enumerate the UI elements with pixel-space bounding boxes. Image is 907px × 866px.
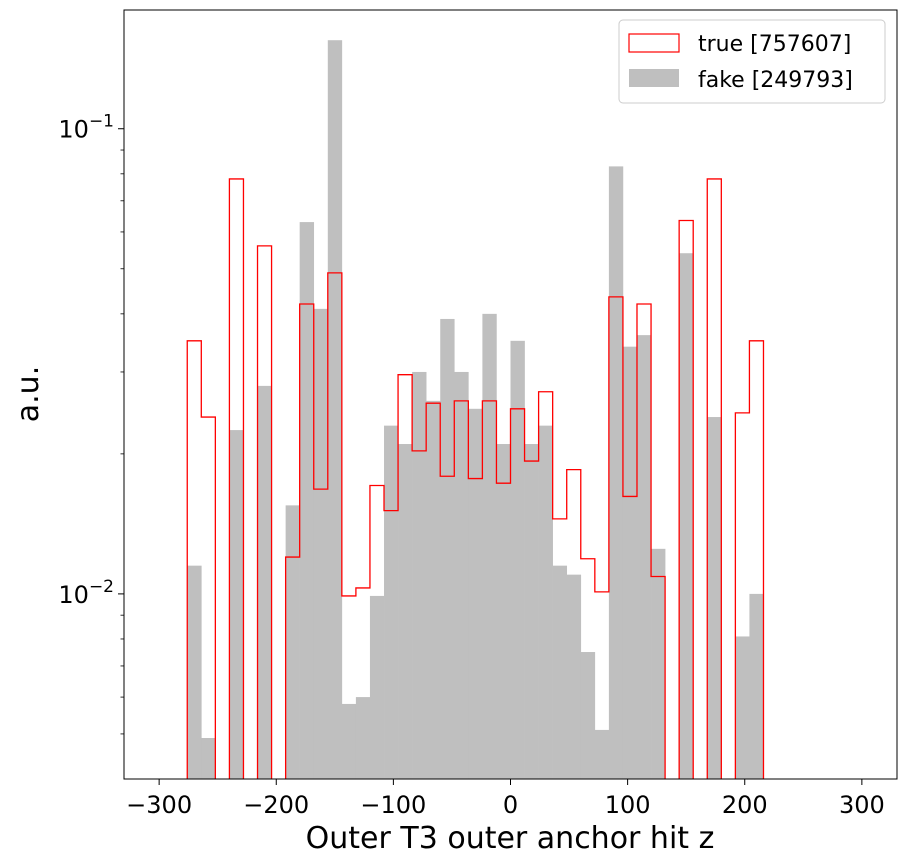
fake-bar bbox=[398, 444, 413, 779]
x-tick-label: 0 bbox=[503, 791, 518, 819]
true-step-segment bbox=[678, 219, 694, 779]
legend: true [757607] fake [249793] bbox=[618, 19, 886, 104]
fake-bar bbox=[468, 408, 483, 779]
fake-bar bbox=[496, 444, 511, 779]
x-axis-label: Outer T3 outer anchor hit z bbox=[306, 821, 715, 856]
x-tick-label: 100 bbox=[605, 791, 651, 819]
fake-bar bbox=[341, 703, 357, 779]
x-tick-label: 300 bbox=[839, 791, 885, 819]
fake-bar bbox=[651, 548, 666, 779]
fake-bar bbox=[412, 371, 427, 779]
true-step-segment bbox=[706, 178, 722, 779]
legend-true-swatch bbox=[628, 33, 680, 53]
fake-bar bbox=[229, 430, 244, 779]
fake-bar bbox=[538, 425, 553, 779]
fake-bar bbox=[510, 340, 525, 779]
fake-bar bbox=[454, 371, 469, 779]
legend-true-label: true [757607] bbox=[698, 32, 851, 57]
fake-bar bbox=[636, 335, 652, 779]
x-tick-label: −100 bbox=[360, 791, 426, 819]
fake-bar bbox=[608, 166, 624, 779]
fake-bar bbox=[285, 505, 300, 779]
true-step-segment bbox=[256, 245, 273, 779]
fake-bar bbox=[201, 738, 216, 779]
fake-bar bbox=[679, 253, 694, 779]
fake-series-bars bbox=[187, 40, 764, 779]
legend-fake-swatch bbox=[629, 69, 679, 87]
fake-bar bbox=[580, 652, 596, 779]
y-axis-label: a.u. bbox=[11, 366, 46, 422]
legend-fake-label: fake [249793] bbox=[698, 68, 853, 93]
fake-bar bbox=[566, 574, 582, 779]
x-axis-ticks: −300 −200 −100 0 100 200 300 bbox=[126, 779, 885, 819]
x-tick-label: 200 bbox=[722, 791, 768, 819]
fake-bar bbox=[749, 593, 764, 779]
fake-bar bbox=[622, 346, 638, 779]
fake-bar bbox=[594, 729, 610, 779]
true-step-segment bbox=[228, 178, 245, 779]
y-tick-label: 10−1 bbox=[58, 112, 114, 144]
fake-bar bbox=[355, 697, 371, 779]
y-tick-label: 10−2 bbox=[58, 577, 114, 609]
fake-bar bbox=[327, 40, 343, 779]
fake-bar bbox=[426, 400, 441, 779]
x-tick-label: −300 bbox=[126, 791, 192, 819]
true-step-segment bbox=[186, 340, 216, 779]
fake-bar bbox=[440, 318, 455, 779]
legend-box bbox=[618, 19, 886, 104]
true-step-segment bbox=[284, 272, 666, 779]
fake-bar bbox=[524, 444, 539, 779]
x-tick-label: −200 bbox=[243, 791, 309, 819]
y-axis-ticks: 10−2 10−1 bbox=[58, 112, 124, 735]
fake-bar bbox=[735, 636, 750, 779]
true-series-outline bbox=[186, 178, 765, 779]
true-step-segment bbox=[734, 340, 765, 779]
fake-bar bbox=[384, 425, 399, 779]
fake-bar bbox=[552, 565, 568, 779]
fake-bar bbox=[707, 417, 722, 779]
fake-bar bbox=[187, 565, 202, 779]
fake-bar bbox=[299, 222, 315, 779]
fake-bar bbox=[257, 385, 272, 779]
fake-bar bbox=[313, 308, 329, 779]
fake-bar bbox=[369, 595, 385, 779]
fake-bar bbox=[482, 313, 497, 779]
